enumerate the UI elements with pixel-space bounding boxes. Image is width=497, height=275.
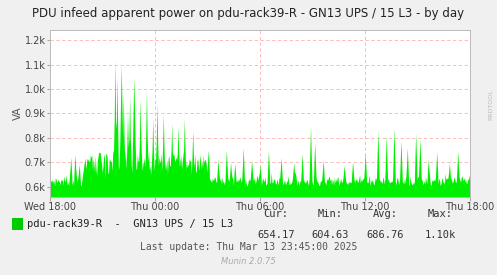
Text: 1.10k: 1.10k xyxy=(424,230,455,240)
Text: pdu-rack39-R  -  GN13 UPS / 15 L3: pdu-rack39-R - GN13 UPS / 15 L3 xyxy=(27,219,234,229)
Text: Max:: Max: xyxy=(427,209,452,219)
Text: Avg:: Avg: xyxy=(373,209,398,219)
Text: Munin 2.0.75: Munin 2.0.75 xyxy=(221,257,276,266)
Text: 654.17: 654.17 xyxy=(257,230,295,240)
Text: Cur:: Cur: xyxy=(263,209,288,219)
Text: RRDTOOL: RRDTOOL xyxy=(488,89,493,120)
Y-axis label: VA: VA xyxy=(13,107,23,120)
Text: Last update: Thu Mar 13 23:45:00 2025: Last update: Thu Mar 13 23:45:00 2025 xyxy=(140,242,357,252)
Text: PDU infeed apparent power on pdu-rack39-R - GN13 UPS / 15 L3 - by day: PDU infeed apparent power on pdu-rack39-… xyxy=(32,7,465,20)
Text: 686.76: 686.76 xyxy=(366,230,404,240)
Text: 604.63: 604.63 xyxy=(312,230,349,240)
Text: Min:: Min: xyxy=(318,209,343,219)
